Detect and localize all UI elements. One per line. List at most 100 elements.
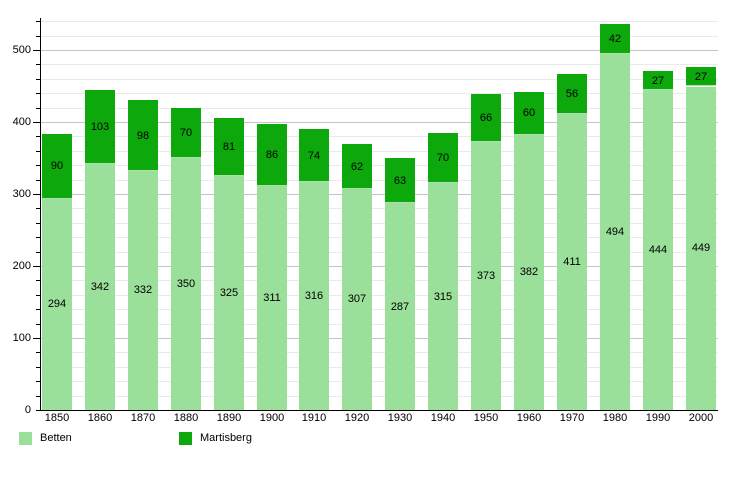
bar-segment-betten: [600, 54, 630, 410]
bar-value-betten: 315: [433, 291, 453, 303]
bar-segment-martisberg: [257, 124, 287, 186]
bar-segment-martisberg: [514, 92, 544, 135]
bar-segment-betten: [471, 141, 501, 410]
gridline-major: [41, 122, 718, 123]
gridline-major: [41, 194, 718, 195]
x-axis-label: 1970: [559, 412, 585, 424]
y-tick-minor: [36, 21, 40, 22]
y-tick-minor: [36, 165, 40, 166]
y-axis-label: 500: [12, 44, 31, 56]
y-tick-minor: [36, 381, 40, 382]
y-tick-minor: [36, 324, 40, 325]
bar-value-betten: 444: [648, 244, 668, 256]
bar-value-martisberg: 66: [479, 112, 493, 124]
gridline-minor: [41, 108, 718, 109]
bar-segment-martisberg: [42, 134, 72, 199]
bar-value-martisberg: 27: [694, 71, 708, 83]
bar-value-martisberg: 70: [179, 127, 193, 139]
gridline-minor: [41, 93, 718, 94]
gridline-minor: [41, 223, 718, 224]
y-tick-minor: [36, 136, 40, 137]
y-tick-major: [33, 122, 40, 123]
y-axis-label: 300: [12, 188, 31, 200]
gridline-major: [41, 338, 718, 339]
bar-segment-martisberg: [299, 129, 329, 182]
gridline-minor: [41, 21, 718, 22]
bar-segment-martisberg: [128, 100, 158, 171]
bar-value-martisberg: 103: [90, 121, 110, 133]
bar-segment-martisberg: [643, 71, 673, 90]
gridline-minor: [41, 165, 718, 166]
x-axis-label: 1930: [387, 412, 413, 424]
gridline-minor: [41, 381, 718, 382]
bar-segment-betten: [342, 189, 372, 410]
gridline-minor: [41, 309, 718, 310]
bar-segment-martisberg: [428, 133, 458, 183]
bar-segment-martisberg: [342, 144, 372, 189]
bar-segment-martisberg: [557, 74, 587, 114]
bar-value-martisberg: 42: [608, 33, 622, 45]
x-axis-label: 1940: [430, 412, 456, 424]
y-tick-minor: [36, 79, 40, 80]
bar-segment-betten: [128, 171, 158, 410]
y-axis-label: 400: [12, 116, 31, 128]
bar-value-betten: 316: [304, 290, 324, 302]
legend-swatch-martisberg: [179, 432, 192, 445]
y-tick-minor: [36, 36, 40, 37]
y-tick-minor: [36, 151, 40, 152]
bar-value-betten: 311: [263, 292, 281, 304]
y-axis-line: [40, 18, 41, 411]
bar-segment-betten: [42, 198, 72, 410]
bar-value-martisberg: 70: [436, 152, 450, 164]
y-tick-minor: [36, 396, 40, 397]
gridline-minor: [41, 36, 718, 37]
bar-segment-betten: [385, 203, 415, 410]
y-axis-label: 100: [12, 332, 31, 344]
x-axis-label: 1900: [259, 412, 285, 424]
legend-label-martisberg: Martisberg: [200, 432, 252, 444]
x-axis-label: 1910: [301, 412, 327, 424]
y-tick-minor: [36, 309, 40, 310]
bar-segment-martisberg: [600, 24, 630, 54]
bar-value-betten: 287: [390, 301, 410, 313]
bar-segment-martisberg: [171, 108, 201, 158]
bar-segment-martisberg: [85, 90, 115, 164]
bar-segment-betten: [257, 186, 287, 410]
bar-value-betten: 342: [90, 281, 110, 293]
y-tick-minor: [36, 252, 40, 253]
gridline-minor: [41, 136, 718, 137]
bar-value-betten: 382: [519, 266, 539, 278]
bar-value-martisberg: 98: [136, 130, 150, 142]
gridline-minor: [41, 208, 718, 209]
bar-segment-betten: [643, 90, 673, 410]
bar-value-martisberg: 62: [350, 161, 364, 173]
legend-swatch-betten: [19, 432, 32, 445]
bar-segment-betten: [514, 135, 544, 410]
gridline-minor: [41, 252, 718, 253]
gridline-minor: [41, 396, 718, 397]
gridline-minor: [41, 151, 718, 152]
y-tick-minor: [36, 237, 40, 238]
bar-value-betten: 411: [563, 256, 581, 268]
y-tick-minor: [36, 295, 40, 296]
gridline-minor: [41, 324, 718, 325]
bar-value-betten: 449: [691, 242, 711, 254]
bar-value-betten: 332: [133, 284, 153, 296]
bar-segment-betten: [428, 183, 458, 410]
y-tick-major: [33, 338, 40, 339]
y-tick-minor: [36, 108, 40, 109]
y-tick-minor: [36, 223, 40, 224]
bar-segment-martisberg: [214, 118, 244, 176]
bar-segment-betten: [171, 158, 201, 410]
y-tick-minor: [36, 352, 40, 353]
x-axis-label: 1880: [173, 412, 199, 424]
y-tick-minor: [36, 367, 40, 368]
x-axis-label: 1850: [44, 412, 70, 424]
x-axis-line: [36, 410, 718, 411]
gridline-major: [41, 50, 718, 51]
bar-segment-martisberg: [385, 158, 415, 203]
bar-value-martisberg: 63: [393, 175, 407, 187]
gridline-minor: [41, 180, 718, 181]
y-tick-minor: [36, 93, 40, 94]
